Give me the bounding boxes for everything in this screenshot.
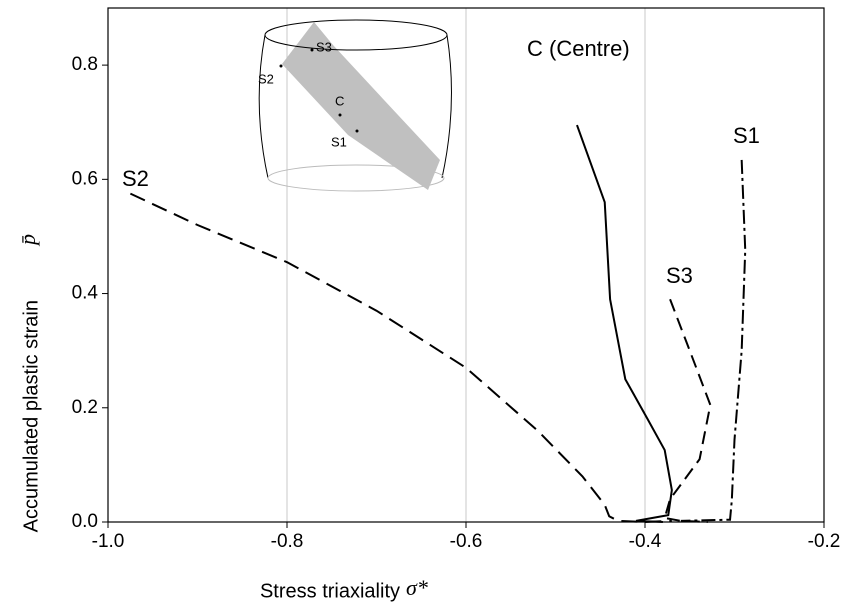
inset-point — [279, 64, 283, 68]
y-tick-label: 0.4 — [72, 283, 99, 304]
inset-label: S1 — [331, 134, 347, 149]
x-axis-symbol: σ* — [406, 575, 428, 600]
x-tick-label: -0.8 — [271, 531, 304, 552]
x-tick-label: -0.6 — [450, 531, 483, 552]
inset-point — [338, 113, 342, 117]
x-tick-label: -0.4 — [629, 531, 662, 552]
y-tick-label: 0.8 — [72, 54, 98, 75]
series-line — [663, 298, 712, 523]
series-label: S1 — [733, 123, 760, 148]
inset-cylinder-side — [258, 34, 452, 179]
series-label: S3 — [666, 263, 693, 288]
y-tick-label: 0.2 — [72, 397, 98, 418]
inset-cylinder-bottom — [267, 164, 445, 192]
inset-point — [355, 129, 359, 133]
series-line — [129, 192, 672, 524]
inset: S3 S2 C S1 — [258, 19, 452, 192]
inset-label: S3 — [316, 39, 332, 54]
y-tick-label: 0.6 — [72, 168, 98, 189]
plot-frame — [107, 7, 825, 523]
inset-label: S2 — [258, 71, 274, 86]
x-tick-label: -1.0 — [92, 531, 125, 552]
series-label: C (Centre) — [527, 36, 630, 61]
x-axis-title: Stress triaxiality — [260, 580, 400, 602]
x-tick-label: -0.2 — [808, 531, 841, 552]
series-label: S2 — [122, 166, 149, 191]
y-tick-label: 0.0 — [72, 511, 98, 532]
inset-label: C — [335, 93, 344, 108]
y-axis-title: Accumulated plastic strain — [20, 300, 42, 532]
inset-plane — [282, 22, 440, 190]
y-axis-symbol: p̄ — [15, 234, 40, 247]
inset-cylinder-top — [264, 19, 448, 51]
inset-point — [310, 48, 314, 52]
series-line — [576, 124, 673, 523]
series-line — [680, 159, 747, 522]
